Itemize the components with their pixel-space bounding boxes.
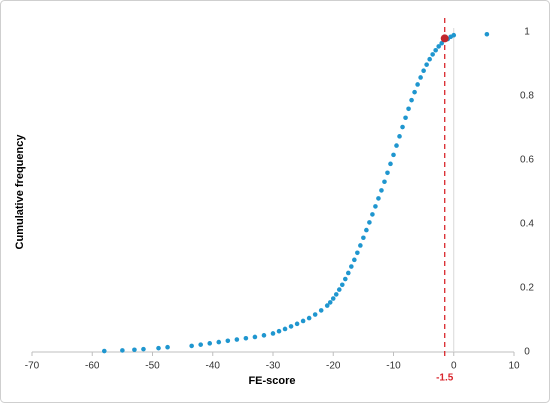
point — [132, 347, 137, 353]
point — [225, 338, 231, 344]
highlight-point — [440, 34, 449, 43]
point — [379, 188, 384, 193]
point — [358, 243, 363, 248]
point — [327, 300, 333, 305]
point — [318, 308, 324, 313]
point — [385, 170, 390, 176]
point — [288, 324, 294, 329]
point — [364, 227, 369, 233]
point — [355, 250, 360, 256]
point — [189, 343, 194, 349]
point — [433, 47, 438, 53]
point — [336, 287, 342, 292]
point — [216, 339, 222, 345]
point — [234, 337, 240, 342]
y-tick-label: 0.6 — [520, 155, 534, 166]
point — [339, 282, 345, 288]
point — [439, 40, 445, 46]
point — [198, 342, 203, 347]
point — [294, 321, 300, 327]
point — [324, 303, 330, 308]
x-tick-label: -10 — [386, 361, 401, 372]
y-tick-label: 0.2 — [520, 283, 534, 294]
point — [120, 348, 125, 353]
point — [409, 97, 414, 103]
point — [156, 345, 161, 351]
point — [346, 270, 351, 276]
point — [436, 44, 441, 49]
x-axis-title: FE-score — [248, 375, 295, 387]
point — [102, 348, 107, 354]
point — [427, 56, 432, 62]
point — [412, 89, 417, 95]
x-tick-label: -70 — [25, 361, 40, 372]
point — [421, 68, 426, 74]
point — [361, 235, 366, 241]
point — [370, 212, 375, 217]
x-tick-label: -40 — [206, 361, 221, 372]
point — [397, 134, 402, 139]
point — [403, 115, 408, 121]
point — [388, 161, 393, 167]
point — [424, 62, 429, 67]
point — [270, 331, 276, 336]
point — [451, 32, 457, 38]
y-tick-label: 0 — [524, 347, 530, 358]
y-tick-label: 1 — [524, 27, 530, 38]
y-tick-label: 0.8 — [520, 91, 534, 102]
point — [373, 204, 378, 209]
point — [367, 220, 372, 225]
point — [282, 326, 288, 332]
point — [400, 124, 405, 130]
point — [415, 82, 420, 87]
x-tick-label: -20 — [326, 361, 341, 372]
threshold-label: -1.5 — [436, 373, 454, 384]
point — [376, 196, 381, 201]
point — [312, 312, 318, 317]
point — [330, 296, 336, 301]
point — [394, 143, 399, 148]
point — [391, 152, 396, 158]
point — [484, 31, 490, 37]
point — [418, 75, 423, 80]
point — [276, 328, 282, 334]
point — [333, 292, 339, 297]
point — [300, 318, 306, 324]
point — [261, 333, 267, 338]
point — [430, 52, 435, 57]
point — [141, 346, 146, 352]
point — [243, 335, 249, 341]
point — [306, 315, 312, 321]
point — [252, 334, 258, 340]
point — [349, 264, 354, 269]
point — [352, 257, 357, 263]
point — [406, 106, 411, 112]
x-tick-label: -50 — [145, 361, 160, 372]
point — [165, 344, 170, 350]
y-axis-title: Cumulative frequency — [14, 134, 26, 250]
point — [382, 179, 387, 185]
x-tick-label: -30 — [266, 361, 281, 372]
point — [207, 341, 213, 346]
x-tick-label: 10 — [508, 361, 520, 372]
x-tick-label: 0 — [451, 361, 457, 372]
x-tick-label: -60 — [85, 361, 100, 372]
y-tick-label: 0.4 — [520, 219, 534, 230]
point — [343, 276, 348, 282]
